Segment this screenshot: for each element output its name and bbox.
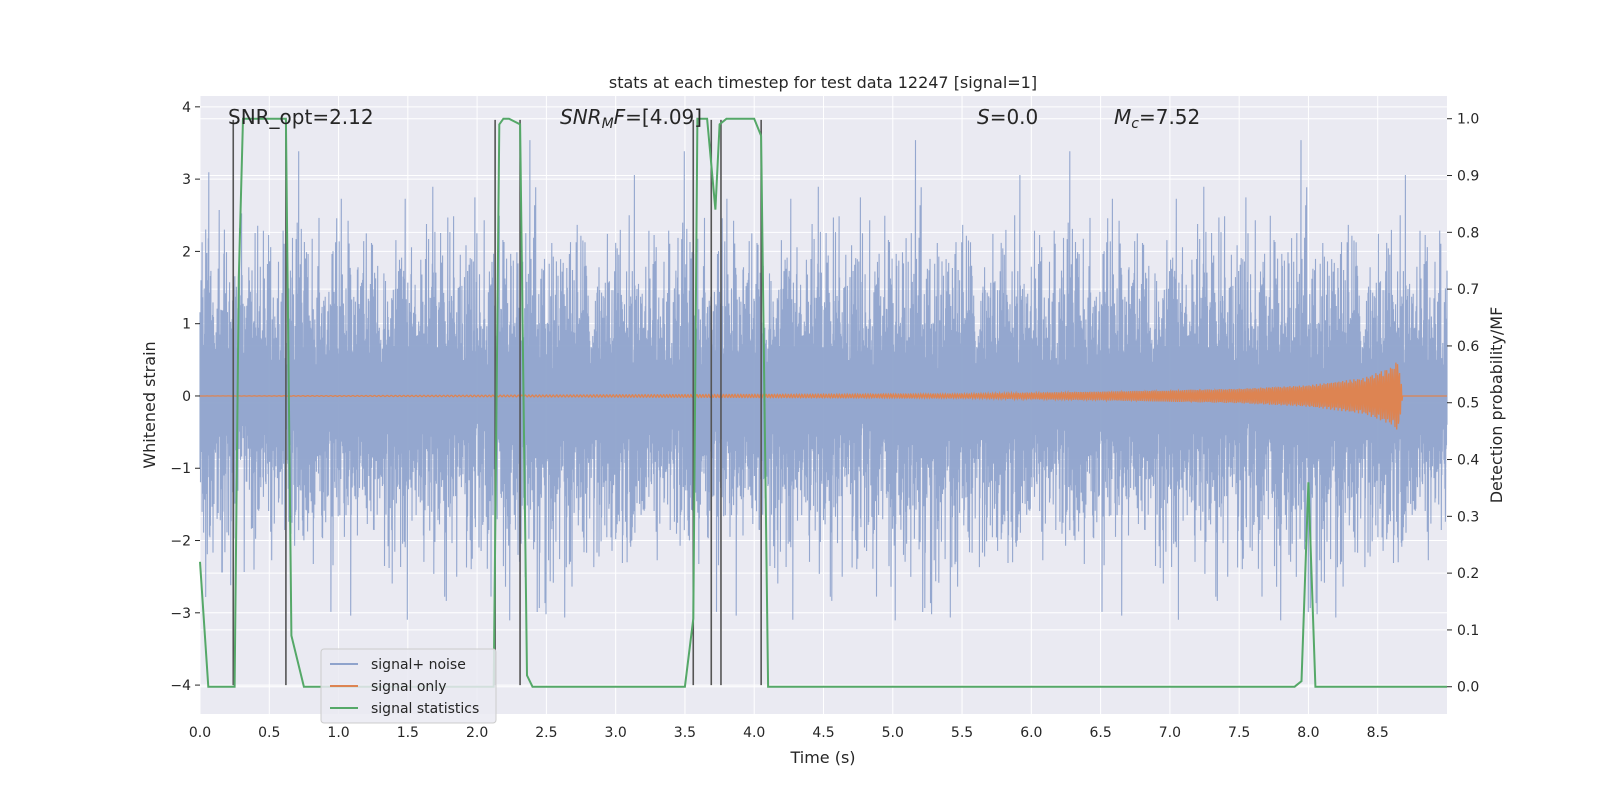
mc-subscript: c bbox=[1131, 116, 1139, 132]
y2-tick-label: 1.0 bbox=[1457, 112, 1479, 128]
snr-mf-symbol-2: F bbox=[614, 105, 626, 129]
snr-mf-value: =[4.09] bbox=[625, 105, 702, 129]
signal-noise-line bbox=[199, 140, 1448, 621]
mc-symbol: M bbox=[1114, 105, 1131, 129]
legend-label-noise: signal+ noise bbox=[371, 657, 466, 673]
y2-tick-label: 0.9 bbox=[1457, 169, 1479, 185]
y-tick-label: −3 bbox=[170, 606, 191, 622]
y2-tick-label: 0.3 bbox=[1457, 509, 1479, 525]
x-tick-label: 0.5 bbox=[258, 725, 280, 741]
y-tick-label: 1 bbox=[182, 317, 191, 333]
y2-tick-label: 0.1 bbox=[1457, 623, 1479, 639]
annotation-s: S=0.0 bbox=[977, 105, 1038, 129]
y-tick-label: 4 bbox=[182, 100, 191, 116]
x-tick-label: 2.5 bbox=[535, 725, 557, 741]
x-tick-label: 8.5 bbox=[1367, 725, 1389, 741]
y-tick-label: 0 bbox=[182, 389, 191, 405]
signal-statistics-series bbox=[199, 117, 1447, 688]
y2-tick-label: 0.6 bbox=[1457, 339, 1479, 355]
legend-box bbox=[320, 648, 497, 724]
s-value: =0.0 bbox=[990, 105, 1039, 129]
x-tick-label: 8.0 bbox=[1297, 725, 1319, 741]
x-tick-label: 0.0 bbox=[189, 725, 211, 741]
s-symbol: S bbox=[977, 105, 990, 129]
y-tick-label: −2 bbox=[170, 534, 191, 550]
y2-tick-label: 0.5 bbox=[1457, 396, 1479, 412]
x-tick-label: 4.0 bbox=[743, 725, 765, 741]
signal-only-series bbox=[200, 362, 1447, 430]
x-tick-label: 1.0 bbox=[327, 725, 349, 741]
x-tick-label: 6.5 bbox=[1089, 725, 1111, 741]
y-tick-label: −4 bbox=[170, 678, 191, 694]
x-tick-label: 7.0 bbox=[1159, 725, 1181, 741]
x-axis-label: Time (s) bbox=[789, 748, 855, 767]
y2-tick-label: 0.2 bbox=[1457, 566, 1479, 582]
x-tick-label: 1.5 bbox=[397, 725, 419, 741]
y-tick-label: 2 bbox=[182, 244, 191, 260]
x-tick-label: 4.5 bbox=[812, 725, 834, 741]
y2-tick-label: 0.4 bbox=[1457, 453, 1479, 469]
y-tick-label: −1 bbox=[170, 461, 191, 477]
signal-statistics-line bbox=[199, 117, 1447, 688]
y-tick-label: 3 bbox=[182, 172, 191, 188]
chart-title: stats at each timestep for test data 122… bbox=[609, 73, 1037, 92]
mc-value: =7.52 bbox=[1139, 105, 1200, 129]
y2-tick-label: 0.0 bbox=[1457, 680, 1479, 696]
x-tick-label: 6.0 bbox=[1020, 725, 1042, 741]
x-tick-label: 7.5 bbox=[1228, 725, 1250, 741]
y-axis-left: 4 3 2 1 0 −1 −2 −3 −4 bbox=[170, 100, 200, 694]
annotation-snr-mf: SNRMF=[4.09] bbox=[560, 105, 702, 132]
legend: signal+ noise signal only signal statist… bbox=[320, 648, 497, 724]
y-axis-right: 1.0 0.9 0.8 0.7 0.6 0.5 0.4 0.3 0.2 0.1 0.0 bbox=[1447, 112, 1479, 696]
y2-tick-label: 0.7 bbox=[1457, 282, 1479, 298]
x-tick-label: 2.0 bbox=[466, 725, 488, 741]
annotation-snr-opt: SNR_opt=2.12 bbox=[228, 105, 374, 129]
signal-only-line bbox=[200, 362, 1447, 430]
x-tick-label: 3.0 bbox=[605, 725, 627, 741]
snr-mf-subscript: M bbox=[602, 116, 614, 132]
legend-label-stats: signal statistics bbox=[371, 701, 479, 717]
signal-noise-series bbox=[199, 140, 1448, 621]
snr-mf-symbol: SNR bbox=[560, 105, 602, 129]
y2-tick-label: 0.8 bbox=[1457, 225, 1479, 241]
x-tick-label: 3.5 bbox=[674, 725, 696, 741]
x-tick-label: 5.0 bbox=[882, 725, 904, 741]
x-tick-label: 5.5 bbox=[951, 725, 973, 741]
legend-label-signal: signal only bbox=[371, 679, 446, 695]
y-axis-label: Whitened strain bbox=[140, 341, 159, 468]
y2-axis-label: Detection probability/MF bbox=[1487, 307, 1506, 504]
annotation-mc: Mc=7.52 bbox=[1114, 105, 1200, 132]
x-axis: 0.0 0.5 1.0 1.5 2.0 2.5 3.0 3.5 4.0 4.5 5.0 5.5 6.0 6… bbox=[189, 725, 1389, 741]
